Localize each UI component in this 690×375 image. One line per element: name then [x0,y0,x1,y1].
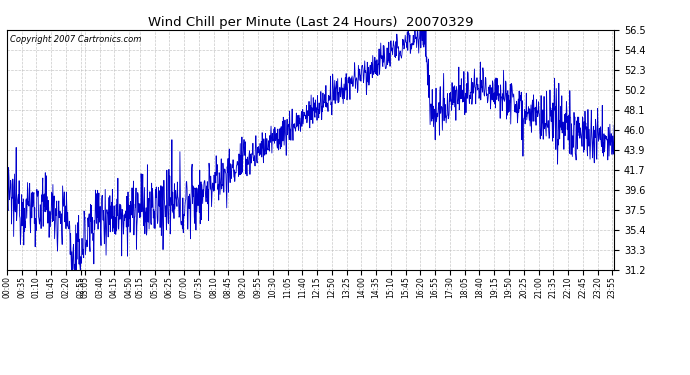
Title: Wind Chill per Minute (Last 24 Hours)  20070329: Wind Chill per Minute (Last 24 Hours) 20… [148,16,473,29]
Text: Copyright 2007 Cartronics.com: Copyright 2007 Cartronics.com [10,35,141,44]
